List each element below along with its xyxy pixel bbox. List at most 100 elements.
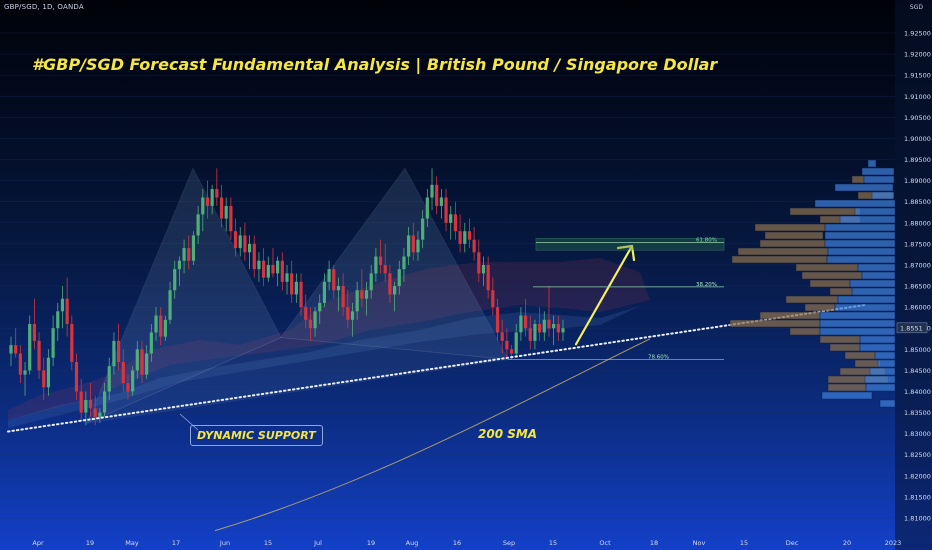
candle bbox=[435, 184, 439, 206]
candle bbox=[449, 214, 453, 223]
profile-bar bbox=[859, 335, 896, 344]
candlestick-series bbox=[9, 168, 565, 426]
candle bbox=[280, 260, 284, 282]
candle bbox=[299, 281, 303, 308]
profile-bar bbox=[837, 295, 896, 304]
candle bbox=[154, 315, 158, 333]
profile-bar bbox=[759, 239, 826, 248]
candle bbox=[453, 214, 458, 232]
time-tick: Jul bbox=[313, 539, 322, 547]
price-badge-text: 1.8551 bbox=[900, 324, 923, 332]
candle bbox=[425, 197, 429, 219]
candle bbox=[145, 353, 149, 375]
profile-bar bbox=[824, 223, 896, 232]
candle bbox=[159, 315, 163, 337]
time-tick: 18 bbox=[650, 539, 658, 547]
candle bbox=[60, 298, 65, 312]
time-axis[interactable]: Apr 19 May 17 Jun 15 Jul 19 Aug 16 Sep 15 Oct 18 Nov 15… bbox=[32, 539, 901, 547]
price-tick: 1.87500 bbox=[904, 240, 931, 248]
profile-bar bbox=[737, 247, 829, 256]
candle bbox=[135, 349, 139, 371]
candle bbox=[276, 260, 280, 274]
candle bbox=[477, 252, 481, 274]
profile-bar bbox=[863, 175, 895, 184]
time-tick: Nov bbox=[693, 539, 706, 547]
candle bbox=[341, 286, 345, 308]
candle bbox=[416, 239, 420, 253]
candle bbox=[444, 197, 448, 223]
candle bbox=[509, 349, 514, 354]
profile-bar bbox=[864, 375, 896, 384]
profile-bar bbox=[824, 239, 896, 248]
price-tick: 1.90000 bbox=[904, 135, 931, 143]
profile-bar bbox=[827, 247, 896, 256]
price-tick: 1.88500 bbox=[904, 198, 931, 206]
candle bbox=[313, 311, 317, 329]
price-tick: 1.86000 bbox=[904, 304, 931, 312]
candle bbox=[219, 197, 224, 219]
profile-bar bbox=[877, 359, 896, 368]
cloud-area bbox=[8, 306, 640, 428]
currency-label: SGD bbox=[909, 4, 923, 11]
candle bbox=[210, 189, 214, 206]
price-tick: 1.81500 bbox=[904, 493, 931, 501]
profile-bar bbox=[814, 199, 896, 208]
time-tick: 19 bbox=[367, 539, 375, 547]
candle bbox=[107, 366, 111, 392]
projection-arrow bbox=[574, 244, 634, 346]
profile-bar bbox=[801, 271, 863, 280]
candle bbox=[388, 273, 392, 295]
profile-bar bbox=[849, 279, 896, 288]
profile-bar bbox=[874, 351, 896, 360]
candle bbox=[215, 189, 219, 198]
price-axis[interactable]: 1.92500 1.92000 1.91500 1.91000 1.90500 1.900… bbox=[895, 0, 932, 550]
candle bbox=[336, 286, 341, 291]
price-tick: 1.83000 bbox=[904, 430, 931, 438]
candle bbox=[360, 290, 364, 299]
time-tick: 20 bbox=[843, 539, 851, 547]
candle bbox=[140, 349, 144, 375]
time-tick: Jun bbox=[219, 539, 230, 547]
time-tick: 19 bbox=[86, 539, 94, 547]
candle bbox=[168, 290, 172, 320]
candle bbox=[224, 205, 228, 219]
candle bbox=[126, 383, 130, 392]
time-tick: Aug bbox=[406, 539, 419, 547]
profile-bar bbox=[789, 327, 821, 336]
profile-bar bbox=[829, 343, 861, 352]
candle bbox=[552, 324, 556, 329]
candle bbox=[121, 361, 125, 384]
candle bbox=[238, 235, 242, 249]
candle bbox=[397, 269, 401, 287]
price-tick: 1.89000 bbox=[904, 177, 931, 185]
profile-bar bbox=[829, 287, 853, 296]
candle bbox=[182, 248, 186, 261]
profile-bar bbox=[819, 311, 896, 320]
candle bbox=[346, 307, 350, 320]
candle bbox=[290, 273, 294, 295]
double-top-pattern bbox=[86, 167, 509, 424]
price-tick: 1.87000 bbox=[904, 261, 931, 269]
indicator-lines bbox=[7, 244, 866, 532]
time-tick: 15 bbox=[264, 539, 272, 547]
candle bbox=[191, 235, 196, 261]
projection-arrow-head bbox=[616, 244, 636, 262]
candle bbox=[70, 324, 74, 362]
candle bbox=[505, 340, 509, 350]
candle bbox=[308, 319, 312, 329]
price-tick: 1.82000 bbox=[904, 472, 931, 480]
candle bbox=[542, 319, 546, 333]
profile-bar bbox=[857, 263, 896, 272]
price-tick: 1.85000 bbox=[904, 346, 931, 354]
profile-bar bbox=[861, 271, 896, 280]
pattern-triangle bbox=[280, 167, 509, 360]
profile-bar bbox=[827, 383, 867, 392]
candle bbox=[247, 243, 252, 253]
time-tick: Oct bbox=[599, 539, 611, 547]
profile-bar bbox=[834, 303, 896, 312]
candle bbox=[65, 298, 69, 324]
price-tick: 1.83500 bbox=[904, 409, 931, 417]
fibonacci-levels: 61.80% 38.20% 78.60% bbox=[508, 238, 725, 360]
sma-label: 200 SMA bbox=[478, 427, 538, 441]
